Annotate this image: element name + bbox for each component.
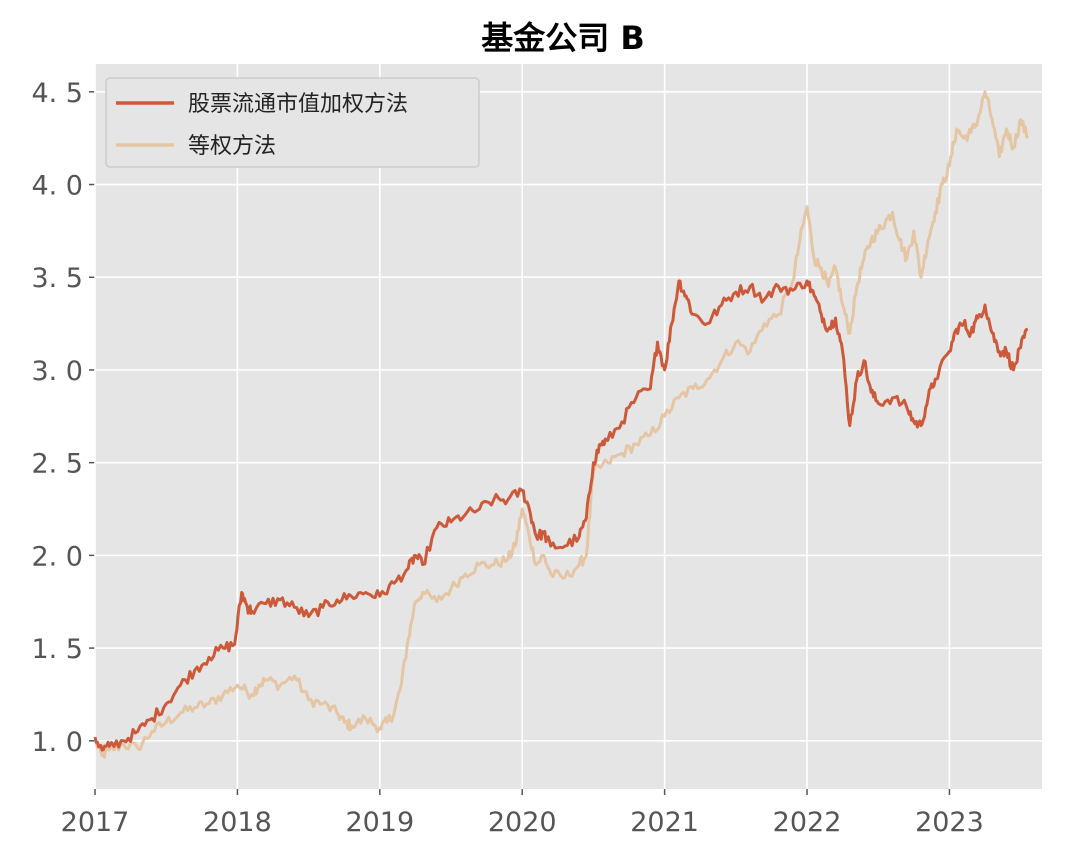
x-tick-label: 2018 xyxy=(203,807,272,838)
y-tick-label: 4. 5 xyxy=(31,78,83,109)
axis-tick-labels: 1. 0 1. 5 2. 0 2. 5 3. 0 3. 5 4. 0 4. 5 2017 2018… xyxy=(31,78,983,838)
y-tick-label: 1. 5 xyxy=(31,634,83,665)
series-line-0 xyxy=(93,279,1029,752)
y-tick-label: 2. 0 xyxy=(31,541,83,572)
legend-label-1: 等权方法 xyxy=(188,134,276,159)
y-tick-label: 4. 0 xyxy=(31,171,83,202)
y-tick-label: 2. 5 xyxy=(31,449,83,480)
y-tick-label: 1. 0 xyxy=(31,727,83,758)
series-lines xyxy=(93,90,1030,759)
chart-title: 基金公司 B xyxy=(481,19,645,57)
legend-box xyxy=(105,77,480,168)
legend: 股票流通市值加权方法 等权方法 xyxy=(105,77,480,168)
x-tick-label: 2019 xyxy=(345,807,414,838)
y-tick-label: 3. 0 xyxy=(31,356,83,387)
x-tick-label: 2021 xyxy=(630,807,699,838)
x-tick-label: 2020 xyxy=(488,807,557,838)
grid-lines xyxy=(89,64,1042,795)
series-line-1 xyxy=(94,90,1030,759)
x-tick-label: 2022 xyxy=(773,807,842,838)
x-tick-label: 2023 xyxy=(915,807,984,838)
x-tick-label: 2017 xyxy=(61,807,130,838)
legend-label-0: 股票流通市值加权方法 xyxy=(188,92,408,117)
y-tick-label: 3. 5 xyxy=(31,263,83,294)
